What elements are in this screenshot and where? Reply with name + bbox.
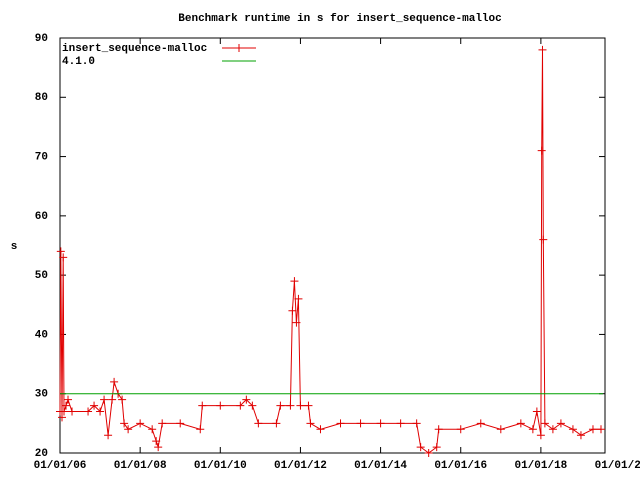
- point-marker: [292, 318, 301, 327]
- point-marker: [124, 425, 133, 434]
- point-marker: [90, 401, 99, 410]
- point-marker: [60, 407, 69, 416]
- point-marker: [276, 401, 285, 410]
- y-tick-label: 60: [35, 211, 48, 223]
- point-marker: [416, 443, 425, 452]
- point-marker: [59, 253, 68, 262]
- point-marker: [424, 449, 433, 457]
- point-marker: [548, 425, 557, 434]
- point-marker: [576, 431, 585, 440]
- y-tick-label: 30: [35, 389, 48, 401]
- point-marker: [96, 407, 105, 416]
- point-marker: [528, 425, 537, 434]
- point-marker: [236, 401, 245, 410]
- point-marker: [537, 146, 546, 155]
- point-marker: [84, 407, 93, 416]
- point-marker: [290, 277, 299, 286]
- point-marker: [412, 419, 421, 428]
- y-tick-label: 80: [35, 92, 48, 104]
- point-marker: [118, 395, 127, 404]
- point-marker: [108, 395, 117, 404]
- point-marker: [100, 395, 109, 404]
- point-marker: [540, 419, 549, 428]
- y-tick-label: 90: [35, 33, 48, 45]
- legend-label: insert_sequence-malloc: [62, 43, 207, 55]
- point-marker: [316, 425, 325, 434]
- point-marker: [539, 235, 548, 244]
- point-marker: [136, 419, 145, 428]
- point-marker: [376, 419, 385, 428]
- point-marker: [120, 419, 129, 428]
- plot-frame: [59, 37, 606, 454]
- point-marker: [104, 431, 113, 440]
- y-axis-label: s: [11, 241, 18, 253]
- point-marker: [154, 443, 163, 452]
- point-marker: [288, 306, 297, 315]
- x-tick-label: 01/01/08: [114, 460, 167, 472]
- point-marker: [516, 419, 525, 428]
- point-marker: [152, 437, 161, 446]
- y-tick-label: 40: [35, 329, 48, 341]
- point-marker: [158, 419, 167, 428]
- point-marker: [306, 419, 315, 428]
- point-marker: [148, 425, 157, 434]
- point-marker: [336, 419, 345, 428]
- point-marker: [254, 419, 263, 428]
- y-tick-label: 70: [35, 151, 48, 163]
- point-marker: [216, 401, 225, 410]
- x-tick-label: 01/01/16: [434, 460, 487, 472]
- point-marker: [556, 419, 565, 428]
- point-marker: [286, 401, 295, 410]
- legend-label: 4.1.0: [62, 56, 95, 68]
- x-tick-label: 01/01/10: [194, 460, 247, 472]
- point-marker: [294, 294, 303, 303]
- point-marker: [296, 401, 305, 410]
- point-marker: [198, 401, 207, 410]
- point-marker: [432, 443, 441, 452]
- point-marker: [68, 407, 77, 416]
- x-tick-label: 01/01/20: [595, 460, 640, 472]
- y-tick-label: 50: [35, 270, 48, 282]
- x-tick-label: 01/01/06: [34, 460, 87, 472]
- point-marker: [242, 395, 251, 404]
- legend-marker: [235, 44, 243, 52]
- point-marker: [568, 425, 577, 434]
- point-marker: [588, 425, 597, 434]
- point-marker: [58, 413, 67, 422]
- point-marker: [396, 419, 405, 428]
- point-marker: [434, 425, 443, 434]
- x-tick-label: 01/01/18: [514, 460, 567, 472]
- point-marker: [496, 425, 505, 434]
- point-marker: [536, 431, 545, 440]
- point-marker: [64, 395, 73, 404]
- point-marker: [110, 377, 119, 386]
- point-marker: [532, 407, 541, 416]
- point-marker: [62, 401, 71, 410]
- y-tick-label: 20: [35, 448, 48, 460]
- point-marker: [248, 401, 257, 410]
- point-marker: [596, 425, 605, 434]
- point-marker: [56, 247, 65, 256]
- point-marker: [538, 45, 547, 54]
- point-marker: [476, 419, 485, 428]
- point-marker: [272, 419, 281, 428]
- point-marker: [304, 401, 313, 410]
- point-marker: [176, 419, 185, 428]
- chart-title: Benchmark runtime in s for insert_sequen…: [178, 13, 501, 25]
- point-marker: [196, 425, 205, 434]
- x-tick-label: 01/01/12: [274, 460, 327, 472]
- point-marker: [456, 425, 465, 434]
- x-tick-label: 01/01/14: [354, 460, 407, 472]
- point-marker: [356, 419, 365, 428]
